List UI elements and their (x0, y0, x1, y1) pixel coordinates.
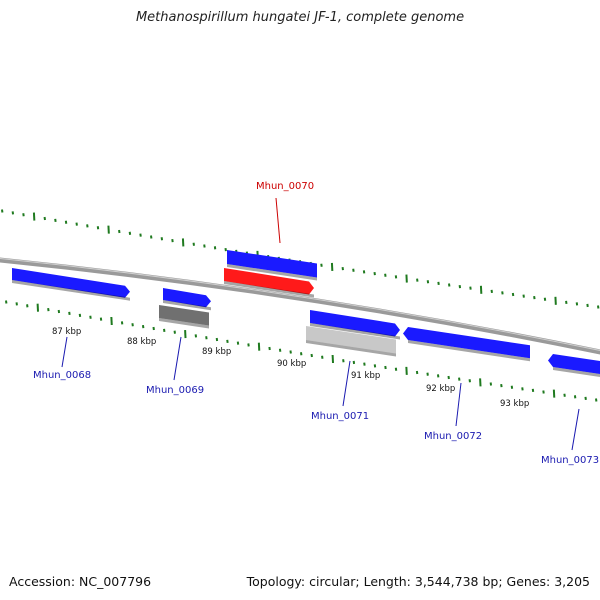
gene-arrow-mhun-0069-shadow (163, 300, 211, 311)
scale-label: 87 kbp (52, 327, 81, 337)
gene-arrow-mhun-0070-shadow (227, 264, 317, 281)
scale-ticks-inner (5, 300, 598, 402)
gene-label-mhun-0068: Mhun_0068 (33, 370, 91, 381)
scale-label: 92 kbp (426, 384, 455, 394)
leader-line-mhun-0070 (275, 197, 281, 244)
gene-arrow-mhun-0073-shadow (553, 367, 600, 378)
leader-line-mhun-0073 (571, 408, 580, 451)
gene-labels: Mhun_0068 Mhun_0069 Mhun_0070 Mhun_0071 Mhun… (33, 181, 599, 466)
gene-arrow-mhun-0070-highlight-shadow (224, 281, 314, 298)
gene-arrow-mhun-0068-body (12, 268, 130, 298)
genome-summary: Topology: circular; Length: 3,544,738 bp… (246, 574, 590, 589)
gene-arrow-mhun-0070-body (227, 250, 317, 278)
gene-box-mhun-0071-alt-shadow (306, 340, 396, 357)
gene-arrow-mhun-0068 (12, 268, 130, 301)
gene-arrow-mhun-0072-shadow (408, 340, 530, 362)
scale-label: 89 kbp (202, 347, 231, 357)
gene-label-mhun-0070: Mhun_0070 (256, 181, 314, 192)
accession-label: Accession: NC_007796 (9, 574, 152, 589)
gene-arrow-mhun-0072-body (403, 327, 530, 359)
scale-label: 91 kbp (351, 371, 380, 381)
leader-line-mhun-0069 (173, 336, 182, 381)
gene-arrow-mhun-0071-body (310, 310, 400, 337)
gene-arrow-mhun-0071 (310, 310, 400, 340)
leader-line-mhun-0072 (455, 382, 462, 427)
genome-backbone (0, 257, 600, 355)
genome-backbone-highlight (0, 258, 600, 351)
gene-arrow-mhun-0070-highlight-body (224, 268, 314, 295)
leader-line-mhun-0068 (61, 336, 68, 368)
gene-arrow-mhun-0070-highlight (224, 268, 314, 298)
map-title: Methanospirillum hungatei JF-1, complete… (135, 10, 465, 25)
gene-arrow-mhun-0068-shadow (12, 280, 130, 301)
scale-label: 88 kbp (127, 337, 156, 347)
gene-arrow-mhun-0072 (403, 327, 530, 362)
gene-arrow-mhun-0071-shadow (310, 323, 400, 340)
gene-arrow-mhun-0073-body (548, 354, 600, 375)
scale-label: 93 kbp (500, 399, 529, 409)
gene-label-mhun-0071: Mhun_0071 (311, 411, 369, 422)
gene-arrow-mhun-0069 (163, 288, 211, 311)
gene-box-mhun-0071-alt (306, 326, 396, 357)
gene-arrow-mhun-0073 (548, 354, 600, 378)
backbone (0, 257, 600, 355)
gene-label-mhun-0073: Mhun_0073 (541, 455, 599, 466)
gene-box-mhun-0069-alt-body (159, 305, 209, 326)
scale-label: 90 kbp (277, 359, 306, 369)
gene-box-mhun-0071-alt-body (306, 326, 396, 354)
scale-labels: 87 kbp 88 kbp 89 kbp 90 kbp 91 kbp 92 kbp 93 k… (52, 327, 529, 409)
gene-box-mhun-0069-alt (159, 305, 209, 329)
gene-box-mhun-0069-alt-shadow (159, 318, 209, 329)
gene-arrow-mhun-0070 (227, 250, 317, 281)
gene-arrow-mhun-0069-body (163, 288, 211, 308)
gene-label-mhun-0072: Mhun_0072 (424, 431, 482, 442)
gene-label-mhun-0069: Mhun_0069 (146, 385, 204, 396)
leader-line-mhun-0071 (342, 360, 351, 407)
